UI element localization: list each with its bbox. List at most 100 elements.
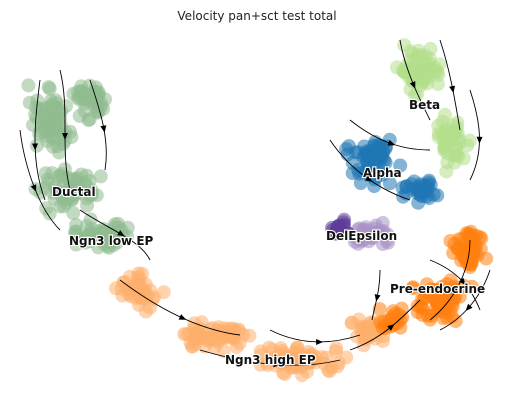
cell-point: [51, 186, 66, 201]
velocity-arrowhead: [100, 125, 107, 133]
cell-point: [288, 360, 303, 375]
cell-point: [137, 285, 152, 300]
cell-point: [95, 226, 110, 241]
cell-point: [455, 232, 470, 247]
velocity-arrowhead: [316, 339, 324, 346]
cell-point: [466, 249, 481, 264]
cell-point: [410, 49, 425, 64]
cell-point: [426, 187, 441, 202]
cell-point: [93, 169, 108, 184]
velocity-arrowhead: [178, 314, 187, 320]
cell-point: [410, 305, 425, 320]
label-delta-epsilon: DelEpsilon: [326, 229, 397, 243]
velocity-streamline: [269, 329, 361, 343]
cell-point: [362, 227, 377, 242]
cell-point: [51, 115, 66, 130]
chart-title: Velocity pan+sct test total: [177, 9, 336, 23]
cell-point: [407, 88, 422, 103]
cell-point: [107, 217, 122, 232]
cell-point: [203, 322, 218, 337]
cell-point: [415, 61, 430, 75]
cell-point: [438, 125, 453, 140]
velocity-streamline: [34, 79, 46, 201]
label-delta: Del: [326, 229, 348, 243]
cell-point: [381, 235, 396, 250]
velocity-arrowhead: [476, 136, 483, 144]
cell-point: [177, 327, 192, 342]
cell-point: [362, 147, 377, 162]
cell-point: [242, 328, 257, 343]
cell-point: [391, 307, 406, 322]
cell-point: [351, 232, 366, 247]
label-epsilon: Epsilon: [348, 229, 397, 243]
cell-point: [232, 336, 247, 351]
cell-point: [91, 104, 106, 119]
cell-point: [429, 283, 444, 298]
cell-point: [82, 78, 97, 93]
cell-point: [456, 151, 471, 166]
cell-point: [89, 188, 104, 203]
velocity-arrowhead: [387, 139, 396, 146]
velocity-arrowhead: [32, 143, 38, 151]
velocity-arrowhead: [30, 184, 37, 192]
label-ngn3-high-ep: Ngn3 high EP: [225, 353, 316, 367]
cell-point: [276, 365, 291, 380]
velocity-arrowhead: [454, 284, 461, 292]
cell-point: [57, 162, 72, 177]
cell-point: [437, 143, 452, 158]
cell-point: [289, 343, 304, 358]
cell-point: [345, 155, 360, 170]
cell-point: [373, 315, 388, 330]
cell-point: [48, 93, 63, 108]
cell-point: [359, 162, 374, 177]
cell-point: [462, 133, 477, 148]
cell-point: [440, 310, 455, 325]
cell-point: [393, 158, 408, 173]
velocity-arrowhead: [465, 303, 473, 311]
cell-point: [443, 273, 458, 288]
velocity-arrowhead: [117, 230, 125, 237]
velocity-streamline: [429, 259, 481, 311]
cell-point: [372, 302, 387, 317]
label-ngn3-low-ep: Ngn3 low EP: [69, 234, 154, 248]
cell-point: [69, 217, 84, 232]
cell-point: [331, 219, 346, 234]
velocity-streamline: [439, 39, 461, 131]
cell-point: [120, 220, 135, 235]
label-alpha: Alpha: [363, 166, 402, 180]
velocity-arrowhead: [273, 361, 281, 368]
cell-point: [35, 121, 49, 136]
velocity-streamline: [349, 119, 431, 151]
cell-point: [341, 226, 356, 241]
velocity-streamline: [429, 239, 471, 321]
cell-point: [85, 226, 99, 241]
cell-point: [348, 145, 363, 160]
velocity-streamlines: [19, 39, 491, 368]
label-pre-endocrine: Pre-endocrine: [390, 282, 485, 296]
cell-point: [193, 322, 208, 337]
velocity-arrowhead: [61, 132, 68, 140]
cell-point: [41, 80, 56, 95]
cell-point: [81, 113, 96, 128]
cell-point: [201, 333, 216, 348]
cell-point: [80, 198, 95, 213]
cell-point: [143, 300, 157, 315]
velocity-streamline: [89, 79, 107, 171]
velocity-arrowhead: [365, 175, 373, 182]
cell-point: [66, 86, 81, 101]
cell-point: [356, 331, 371, 346]
cell-point: [449, 141, 464, 156]
cell-point: [406, 280, 421, 295]
cell-point: [415, 291, 430, 306]
cell-point: [21, 78, 36, 93]
velocity-arrowhead: [374, 294, 381, 302]
cell-point: [440, 155, 455, 170]
cell-point: [73, 232, 88, 246]
cell-point: [443, 234, 458, 248]
cell-point: [124, 289, 139, 304]
velocity-arrowhead: [387, 324, 395, 331]
velocity-streamline: [329, 139, 411, 201]
cell-point: [329, 341, 344, 356]
cell-point: [301, 356, 316, 370]
